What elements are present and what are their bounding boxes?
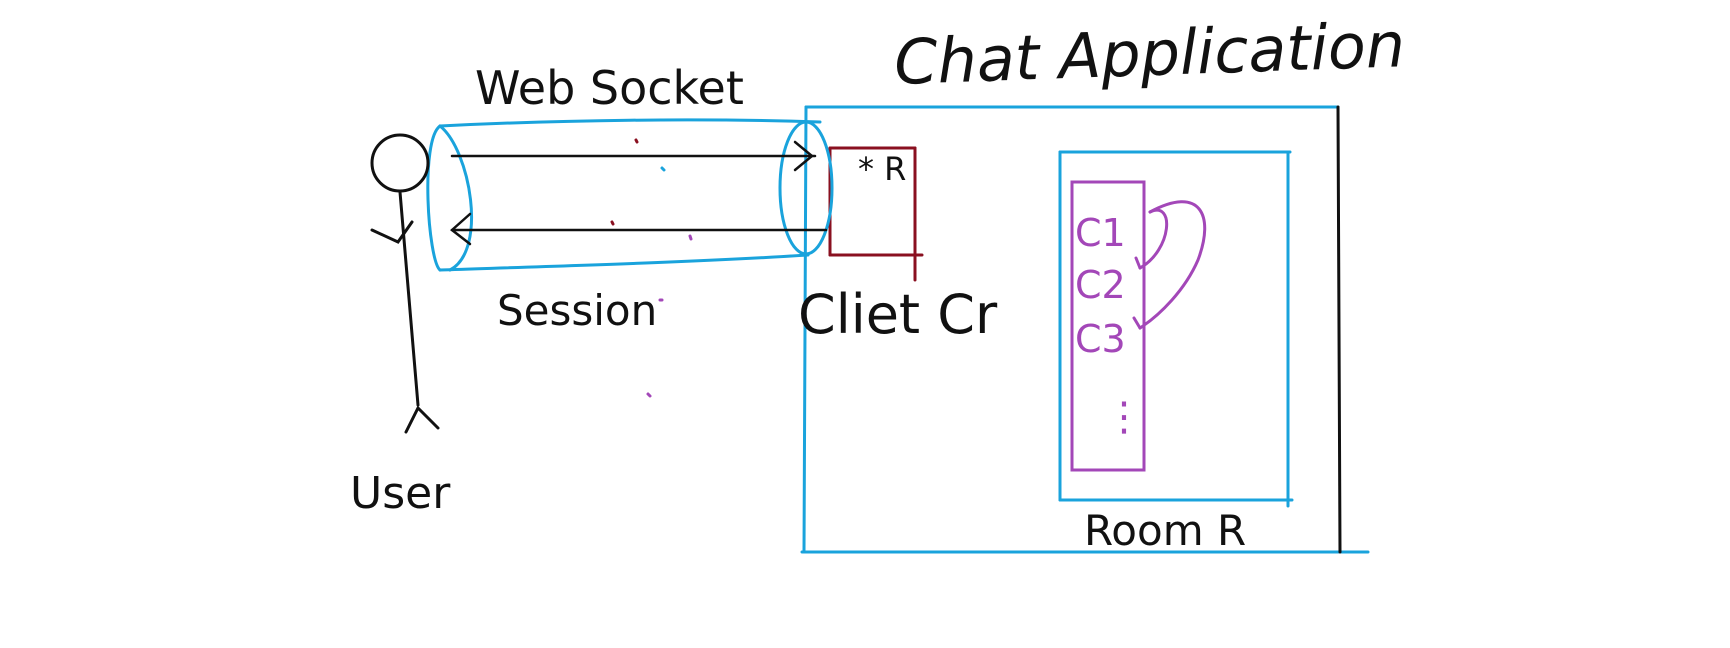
chat-application-box [800, 105, 1370, 554]
room-box [1058, 150, 1294, 508]
session-arrows [450, 140, 828, 246]
client-star-label: * R [858, 150, 906, 188]
user-label: User [350, 468, 451, 519]
client-c1-label: C1 [1075, 211, 1126, 255]
client-c3-label: C3 [1075, 317, 1126, 361]
chat-application-title: Chat Application [893, 8, 1406, 99]
broadcast-arrows [1132, 200, 1207, 330]
client-label: Cliet Cr [798, 283, 998, 346]
websocket-pipe [426, 118, 834, 272]
user-stick-figure [370, 133, 440, 434]
chat-application-right-edge [1336, 105, 1342, 554]
stray-marks [610, 138, 693, 398]
websocket-label: Web Socket [475, 61, 744, 115]
session-label: Session [497, 286, 657, 335]
room-label: Room R [1084, 506, 1246, 555]
client-ellipsis: ⋮ [1104, 394, 1144, 440]
client-c2-label: C2 [1075, 263, 1126, 307]
